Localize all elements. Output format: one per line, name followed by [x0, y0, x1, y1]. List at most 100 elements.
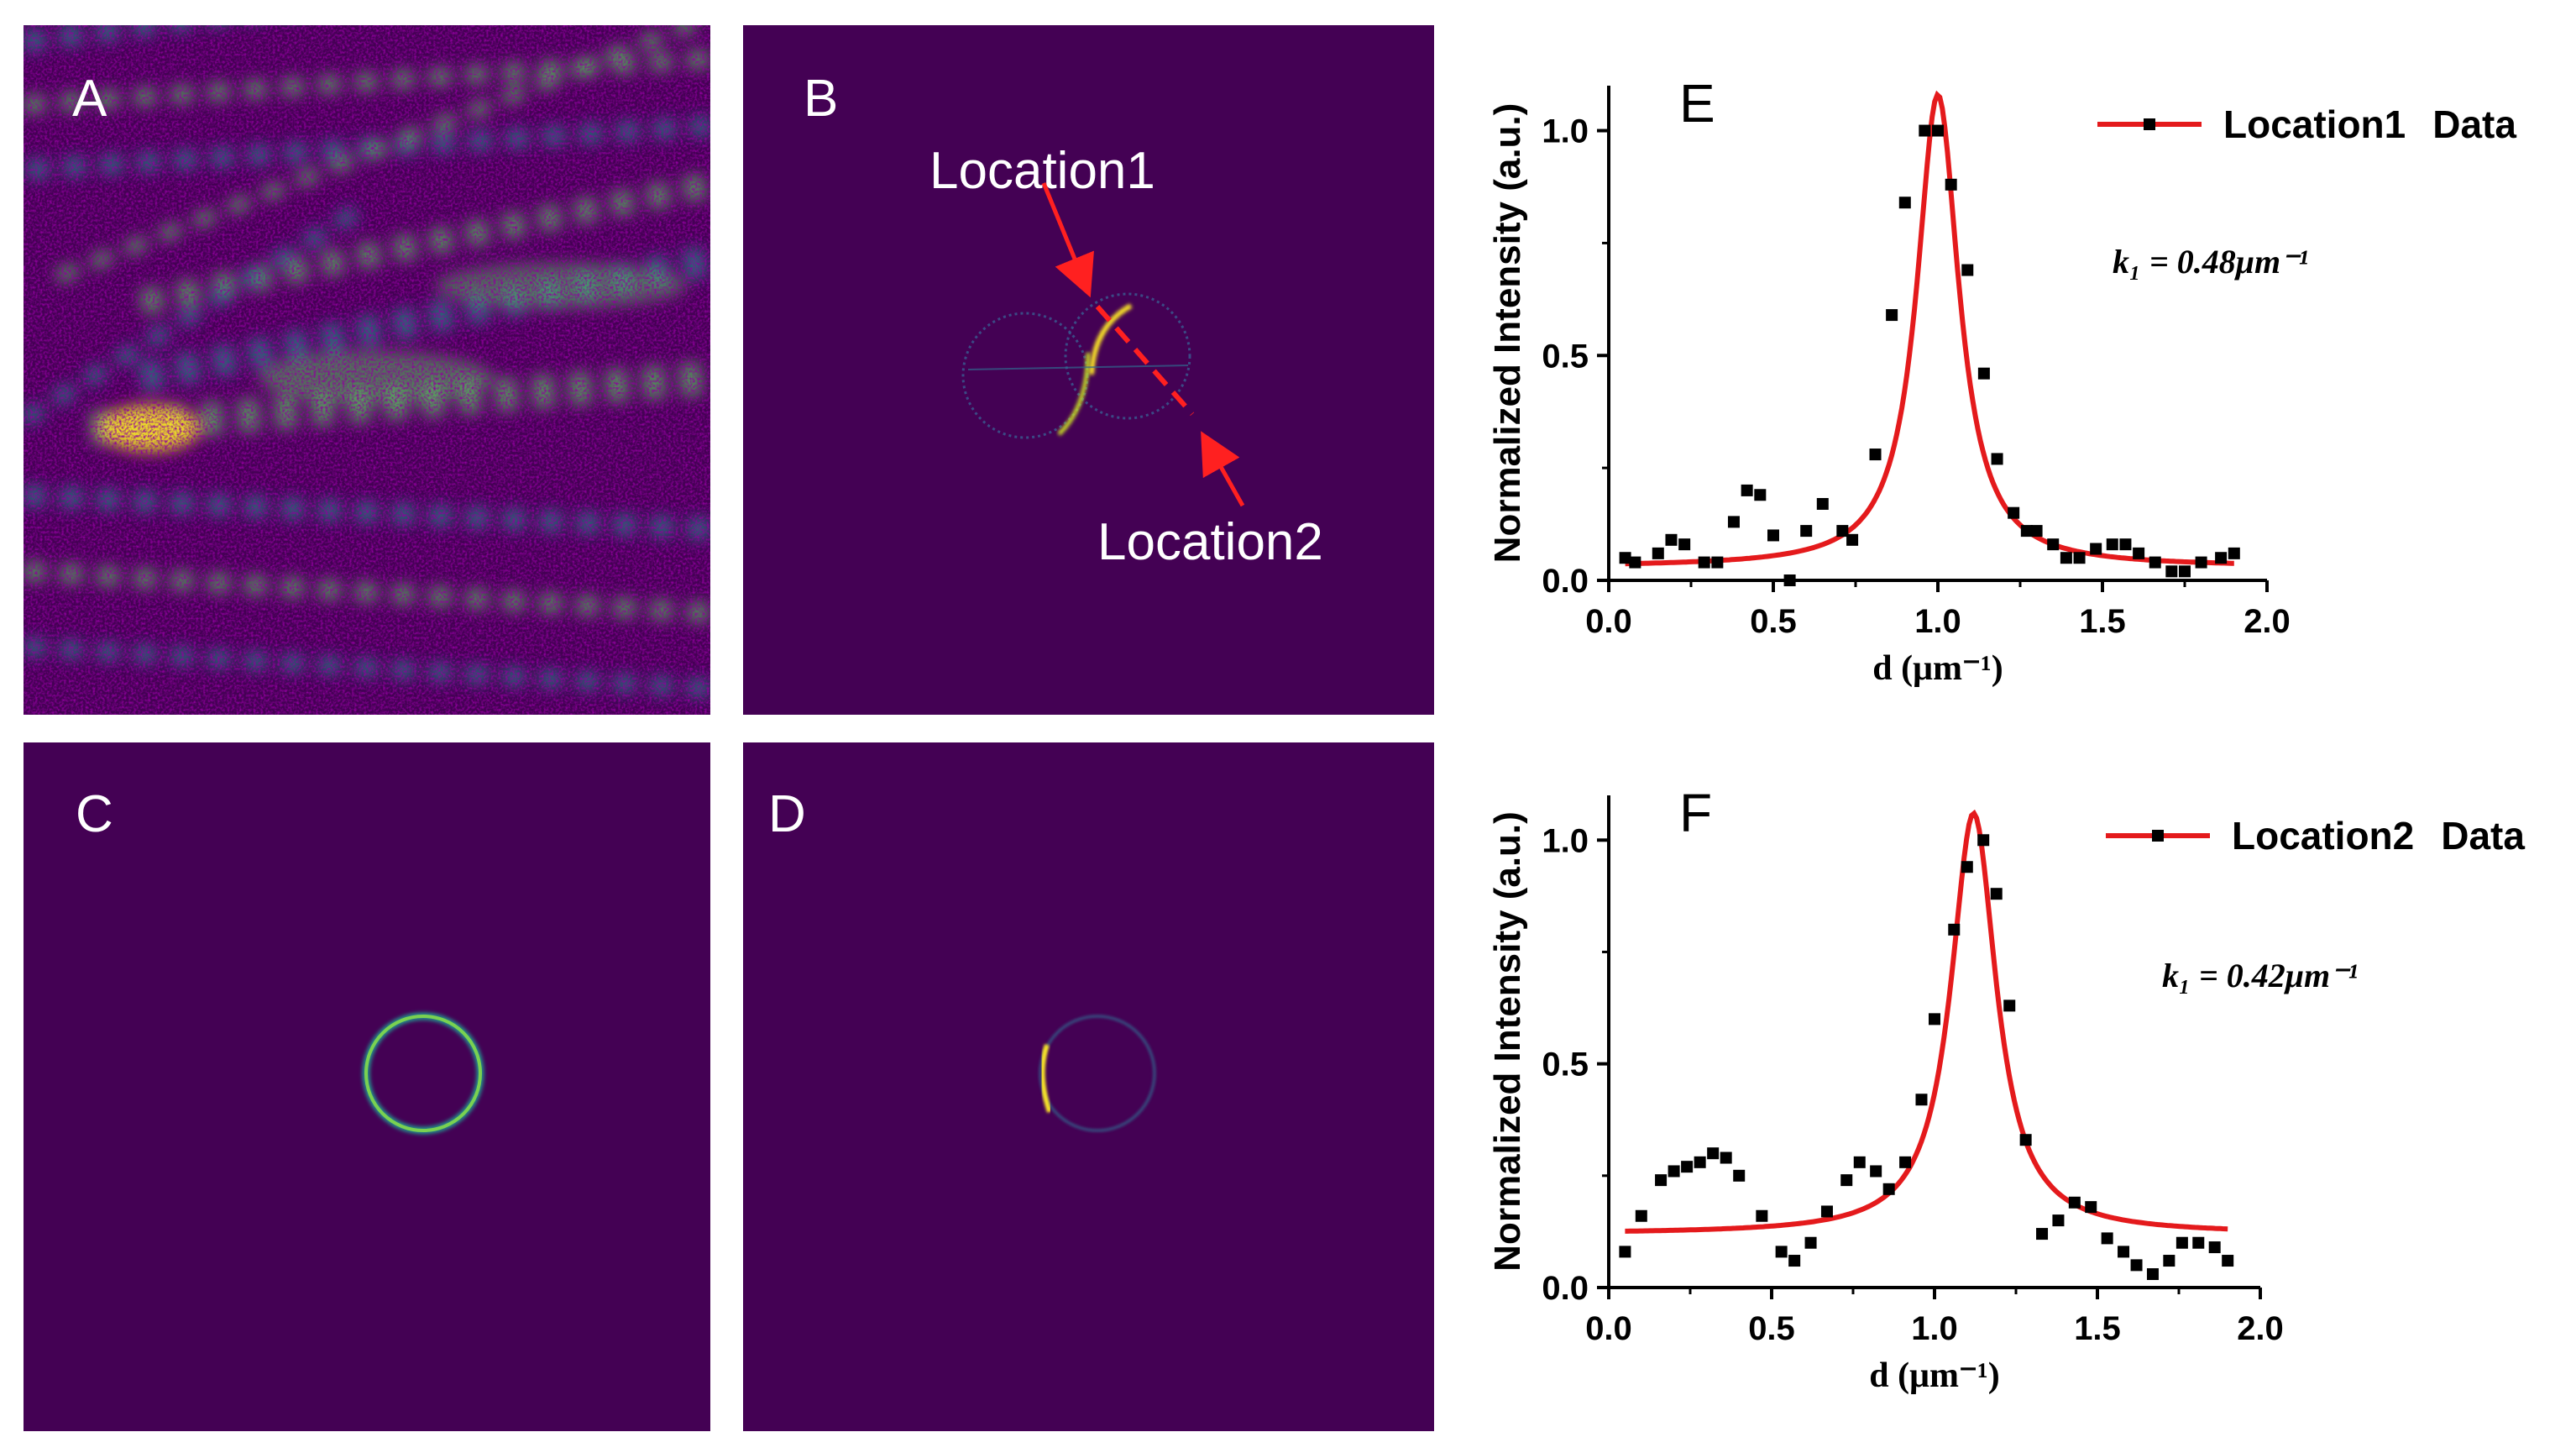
data-point	[2149, 556, 2161, 569]
legend-marker-sample	[2152, 830, 2164, 842]
panel-a-field	[24, 25, 710, 715]
data-point	[2195, 556, 2207, 569]
y-axis-label: Normalized Intensity (a.u.)	[1487, 103, 1528, 564]
data-point	[2175, 1236, 2188, 1249]
legend-marker-sample	[2144, 118, 2155, 130]
data-point	[2215, 552, 2228, 564]
y-tick-label: 0.5	[1542, 1046, 1589, 1083]
data-point	[2030, 525, 2043, 538]
fit-curve	[1625, 809, 2228, 1234]
panel-d: D	[743, 742, 1434, 1431]
plot-f: 0.0 0.5 1.0 1.5 2.0 0.0 0.5 1.0 d (μm⁻¹) Normaliz…	[1487, 783, 2525, 1395]
data-point	[1629, 556, 1641, 569]
legend-data: Data	[2432, 102, 2516, 146]
data-point	[2179, 565, 2191, 578]
fit-curve	[1625, 90, 2234, 567]
data-point	[1846, 533, 1859, 546]
legend-location: Location2	[2232, 814, 2414, 858]
data-point	[1991, 453, 2003, 465]
data-point	[2228, 547, 2240, 559]
data-point	[1707, 1147, 1720, 1160]
data-point	[2047, 538, 2060, 551]
y-tick-label: 0.0	[1542, 563, 1589, 600]
data-point	[1919, 124, 1931, 137]
data-point	[1741, 484, 1753, 496]
data-point	[2163, 1255, 2175, 1267]
data-point	[1915, 1094, 1928, 1106]
x-tick-label: 0.5	[1748, 1310, 1795, 1347]
panel-a: A	[24, 25, 710, 715]
data-point	[1711, 556, 1724, 569]
data-point	[1635, 1209, 1647, 1222]
data-point	[1681, 1161, 1694, 1173]
panel-b-letter: B	[804, 70, 839, 128]
panel-c-ring	[362, 1012, 484, 1135]
data-point	[2146, 1268, 2159, 1281]
y-tick-label: 0.5	[1542, 338, 1589, 375]
x-tick-label: 1.0	[1911, 1310, 1958, 1347]
data-point	[2019, 1134, 2032, 1146]
data-point	[1694, 1156, 1706, 1168]
location2-arrow	[1201, 431, 1245, 507]
panel-c-letter: C	[76, 785, 113, 843]
data-point	[1652, 547, 1664, 559]
location1-arrow	[1041, 182, 1094, 298]
data-point	[1948, 923, 1961, 936]
data-point	[1754, 489, 1767, 501]
data-point	[1804, 1236, 1817, 1249]
data-point	[1733, 1169, 1746, 1182]
data-point	[1945, 178, 1957, 191]
panel-c: C	[24, 742, 710, 1431]
y-tick-label: 1.0	[1542, 822, 1589, 859]
panel-letter: E	[1679, 73, 1715, 134]
data-point	[1853, 1156, 1866, 1168]
data-point	[1840, 1174, 1853, 1187]
x-tick-label: 2.0	[2244, 603, 2291, 640]
y-tick-label: 0.0	[1542, 1270, 1589, 1307]
data-point	[1727, 516, 1740, 528]
data-point	[1899, 1156, 1912, 1168]
data-point	[2118, 1246, 2130, 1258]
y-tick-label: 1.0	[1542, 113, 1589, 150]
data-point	[1698, 556, 1710, 569]
data-point	[1655, 1174, 1668, 1187]
data-point	[1800, 525, 1813, 538]
x-tick-label: 1.5	[2079, 603, 2126, 640]
data-point	[1619, 552, 1631, 564]
data-point	[1990, 888, 2003, 900]
x-tick-label: 0.5	[1750, 603, 1797, 640]
data-point	[2036, 1228, 2049, 1241]
data-point	[2085, 1201, 2097, 1214]
x-axis-label: d (μm⁻¹)	[1869, 1356, 1999, 1395]
data-point	[1961, 861, 1973, 873]
data-point	[2060, 552, 2072, 564]
legend-label: Location1 Data	[2223, 102, 2516, 146]
data-point	[2068, 1196, 2081, 1209]
x-tick-label: 1.0	[1914, 603, 1961, 640]
location-dashed-line	[1095, 305, 1195, 416]
panel-b-spectrum	[961, 182, 1245, 507]
data-point	[1870, 1165, 1882, 1178]
masked-ring-bright-arc	[1039, 1044, 1052, 1113]
ring-core	[364, 1015, 482, 1132]
legend-data: Data	[2441, 814, 2525, 858]
data-point	[1668, 1165, 1680, 1178]
k1-annotation: k₁ = 0.42μm⁻¹	[2162, 957, 2358, 994]
data-point	[2119, 538, 2132, 551]
panel-b: B Location1 Location2	[743, 25, 1434, 715]
data-point	[1898, 197, 1911, 209]
data-point	[2101, 1232, 2113, 1245]
panel-a-letter: A	[72, 70, 107, 128]
spectrum-bright-arc-left	[1057, 352, 1091, 436]
panel-d-letter: D	[768, 785, 806, 843]
plot-e: 0.0 0.5 1.0 1.5 2.0 0.0 0.5 1.0 d (μm⁻¹) Normaliz…	[1487, 73, 2516, 688]
x-tick-label: 2.0	[2237, 1310, 2284, 1347]
data-point	[2008, 506, 2020, 519]
panel-d-ring	[1039, 1015, 1156, 1132]
data-point	[2020, 525, 2033, 538]
spectrum-center-line	[967, 365, 1189, 370]
data-point	[1619, 1246, 1631, 1258]
data-point	[2192, 1236, 2205, 1249]
legend-label: Location2 Data	[2232, 814, 2525, 858]
legend-location: Location1	[2223, 102, 2406, 146]
